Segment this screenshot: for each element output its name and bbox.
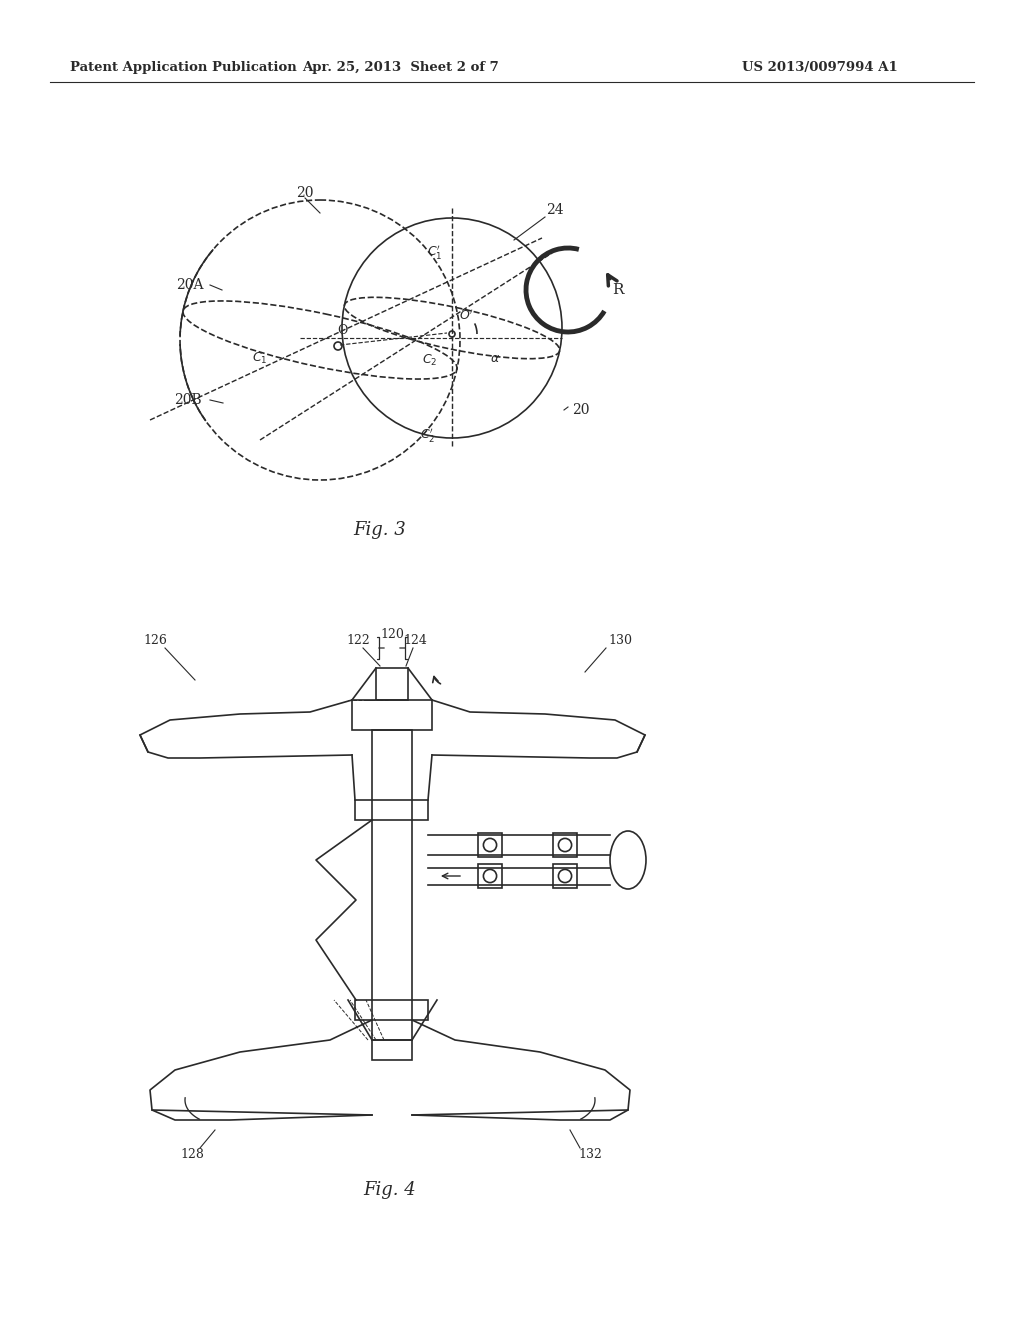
Text: O: O <box>337 323 347 337</box>
Text: 20: 20 <box>296 186 313 201</box>
Text: $C_1$: $C_1$ <box>252 350 267 366</box>
Text: 130: 130 <box>608 634 632 647</box>
Text: 128: 128 <box>180 1148 204 1162</box>
Text: 20B: 20B <box>174 393 202 407</box>
Text: 126: 126 <box>143 634 167 647</box>
Text: 124: 124 <box>403 634 427 647</box>
Text: $C_2$: $C_2$ <box>422 352 437 367</box>
Text: 122: 122 <box>346 634 370 647</box>
Text: 120: 120 <box>380 628 403 642</box>
Text: 132: 132 <box>579 1148 602 1162</box>
Text: Fig. 3: Fig. 3 <box>353 521 407 539</box>
Text: R: R <box>612 282 624 297</box>
Text: US 2013/0097994 A1: US 2013/0097994 A1 <box>742 62 898 74</box>
Text: 20: 20 <box>572 403 590 417</box>
Text: Fig. 4: Fig. 4 <box>364 1181 417 1199</box>
Text: 24: 24 <box>546 203 564 216</box>
Text: $\alpha$: $\alpha$ <box>489 351 500 364</box>
Text: $C_2'$: $C_2'$ <box>420 426 435 444</box>
Text: $C_1'$: $C_1'$ <box>427 243 442 261</box>
Text: 20A: 20A <box>176 279 204 292</box>
Text: Apr. 25, 2013  Sheet 2 of 7: Apr. 25, 2013 Sheet 2 of 7 <box>302 62 499 74</box>
Text: $O'$: $O'$ <box>459 309 473 323</box>
Text: Patent Application Publication: Patent Application Publication <box>70 62 297 74</box>
